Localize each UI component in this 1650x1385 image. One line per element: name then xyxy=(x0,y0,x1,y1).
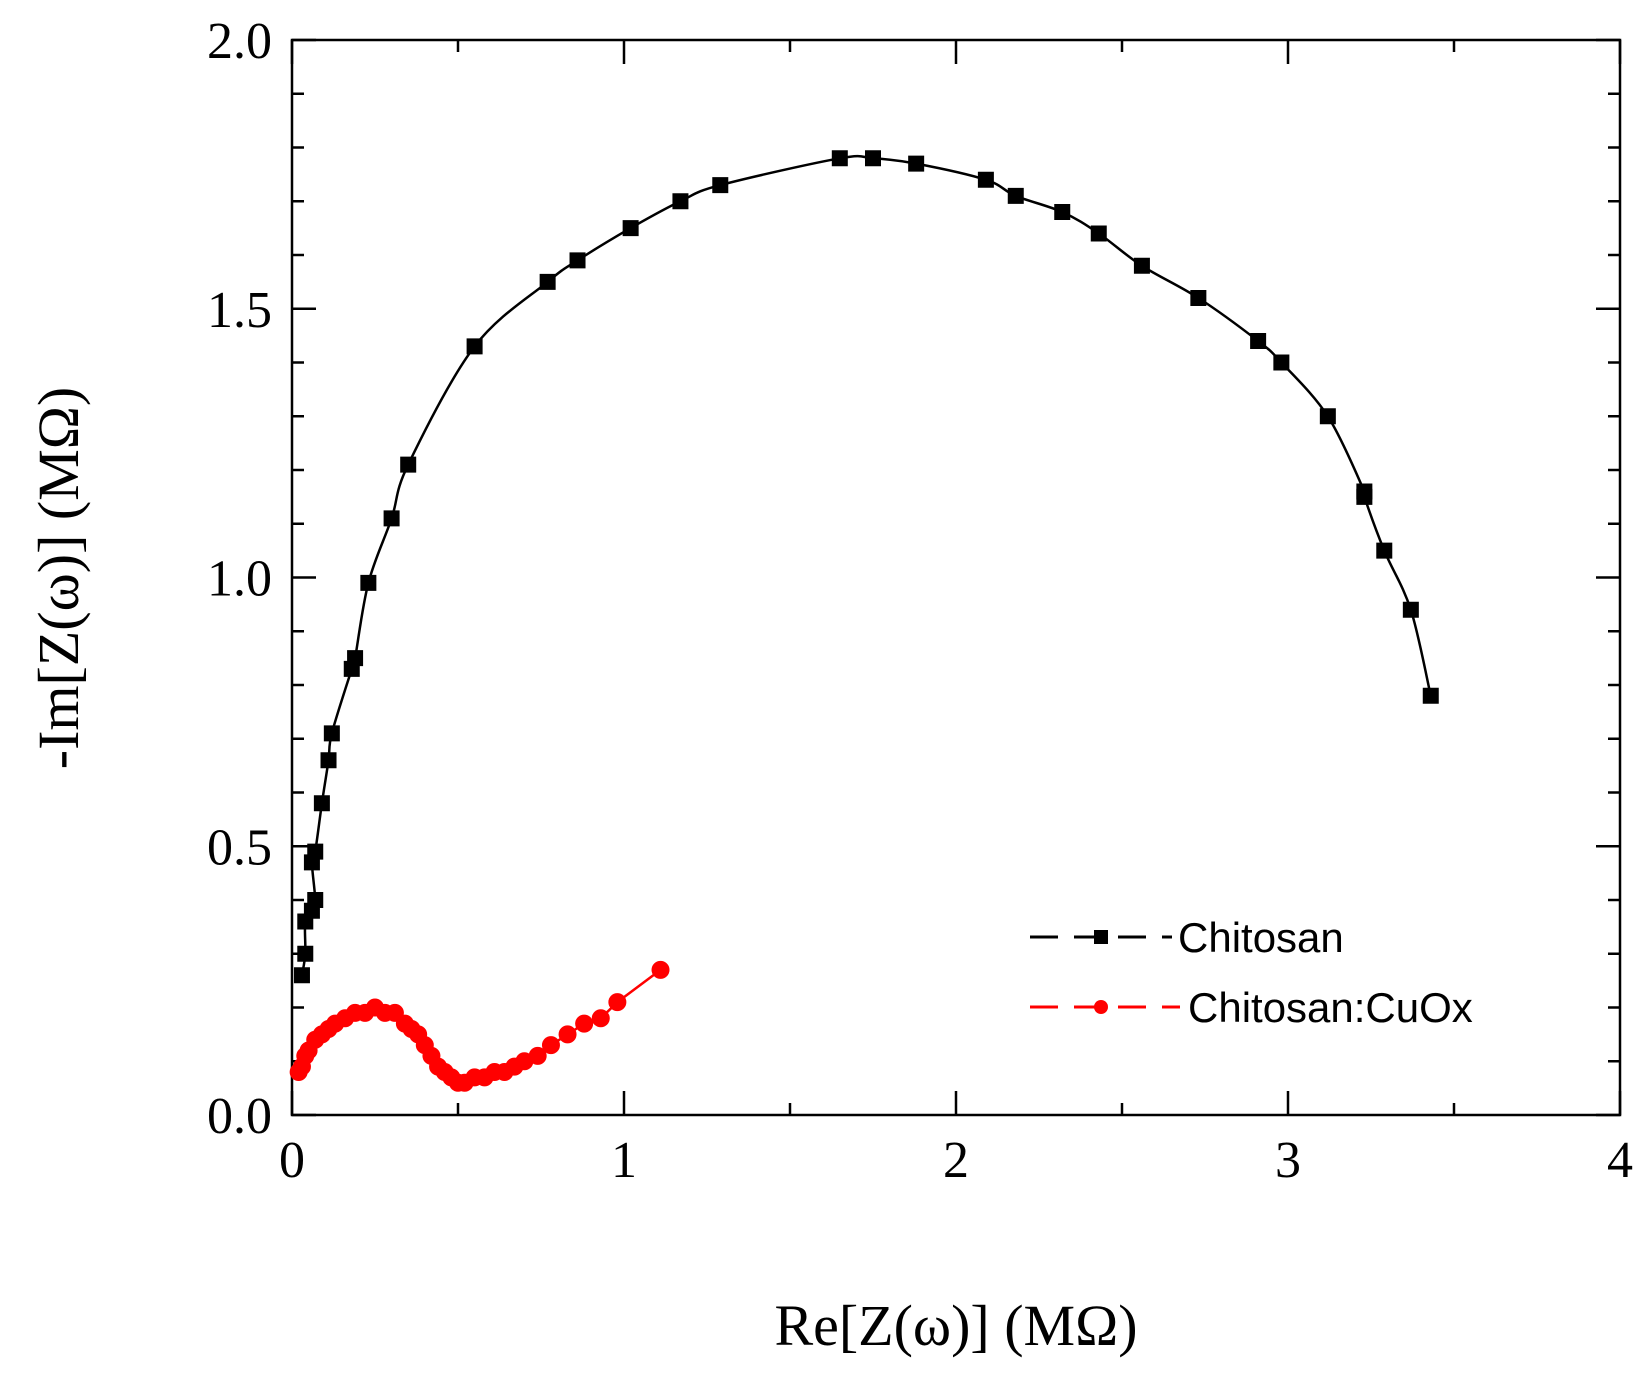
legend-label-chitosan-cuox: Chitosan:CuOx xyxy=(1188,984,1473,1031)
data-point xyxy=(977,171,994,188)
data-point xyxy=(1250,333,1267,349)
data-point xyxy=(558,1025,577,1044)
legend-marker-chitosan xyxy=(1094,930,1108,944)
x-tick-label: 1 xyxy=(611,1132,637,1189)
x-tick-label: 3 xyxy=(1275,1132,1301,1189)
data-point xyxy=(672,193,689,210)
series-line xyxy=(300,154,1433,976)
series-chitosan-cuox xyxy=(289,960,670,1092)
y-axis-title: -Im[Z(ω)] (MΩ) xyxy=(26,387,91,769)
data-point xyxy=(569,252,586,269)
data-point xyxy=(1007,187,1024,204)
x-tick-label: 2 xyxy=(943,1132,969,1189)
series-chitosan xyxy=(293,150,1439,984)
data-point xyxy=(323,725,340,742)
y-tick-label: 2.0 xyxy=(207,13,272,70)
y-tick-label: 0.0 xyxy=(207,1088,272,1145)
x-tick-labels: 0 1 2 3 4 xyxy=(279,1132,1633,1189)
data-point xyxy=(1422,687,1439,704)
legend: Chitosan Chitosan:CuOx xyxy=(1030,914,1473,1031)
plot-frame xyxy=(290,38,1622,1117)
data-point xyxy=(1376,542,1393,559)
data-point xyxy=(1090,225,1107,242)
data-point xyxy=(320,752,337,769)
data-point xyxy=(712,177,729,194)
data-point xyxy=(466,338,483,355)
data-point xyxy=(1356,488,1373,505)
data-point xyxy=(831,150,848,167)
data-point xyxy=(608,993,627,1012)
data-point xyxy=(347,650,364,667)
data-point xyxy=(1190,290,1207,306)
y-tick-labels: 0.0 0.5 1.0 1.5 2.0 xyxy=(207,13,272,1145)
data-point xyxy=(1319,408,1336,425)
data-point xyxy=(307,843,324,860)
data-point xyxy=(1054,204,1071,220)
y-tick-label: 0.5 xyxy=(207,819,272,876)
data-point xyxy=(651,960,670,979)
data-point xyxy=(307,892,324,908)
data-point xyxy=(1273,354,1290,371)
x-tick-label: 4 xyxy=(1607,1132,1633,1189)
legend-item-chitosan: Chitosan xyxy=(1030,914,1344,961)
data-point xyxy=(528,1046,547,1065)
data-point xyxy=(383,510,400,527)
axis-ticks xyxy=(290,38,1622,1117)
data-point xyxy=(360,574,377,591)
series-line xyxy=(297,968,662,1085)
y-tick-label: 1.0 xyxy=(207,551,272,608)
data-point xyxy=(313,795,330,812)
data-point xyxy=(541,1036,560,1055)
data-point xyxy=(293,967,310,984)
data-point xyxy=(1402,601,1419,618)
data-point xyxy=(297,945,314,962)
data-point xyxy=(1133,257,1150,274)
data-point xyxy=(622,220,639,237)
series-layer xyxy=(289,150,1439,1092)
legend-label-chitosan: Chitosan xyxy=(1178,914,1344,961)
y-tick-label: 1.5 xyxy=(207,282,272,339)
x-tick-label: 0 xyxy=(279,1132,305,1189)
legend-item-chitosan-cuox: Chitosan:CuOx xyxy=(1030,984,1473,1031)
data-point xyxy=(575,1014,594,1033)
data-point xyxy=(539,273,556,290)
x-axis-title: Re[Z(ω)] (MΩ) xyxy=(774,1293,1137,1358)
legend-marker-chitosan-cuox xyxy=(1094,1000,1108,1014)
data-point xyxy=(400,456,417,473)
data-point xyxy=(865,150,881,167)
data-point xyxy=(591,1009,610,1028)
data-point xyxy=(908,155,925,172)
